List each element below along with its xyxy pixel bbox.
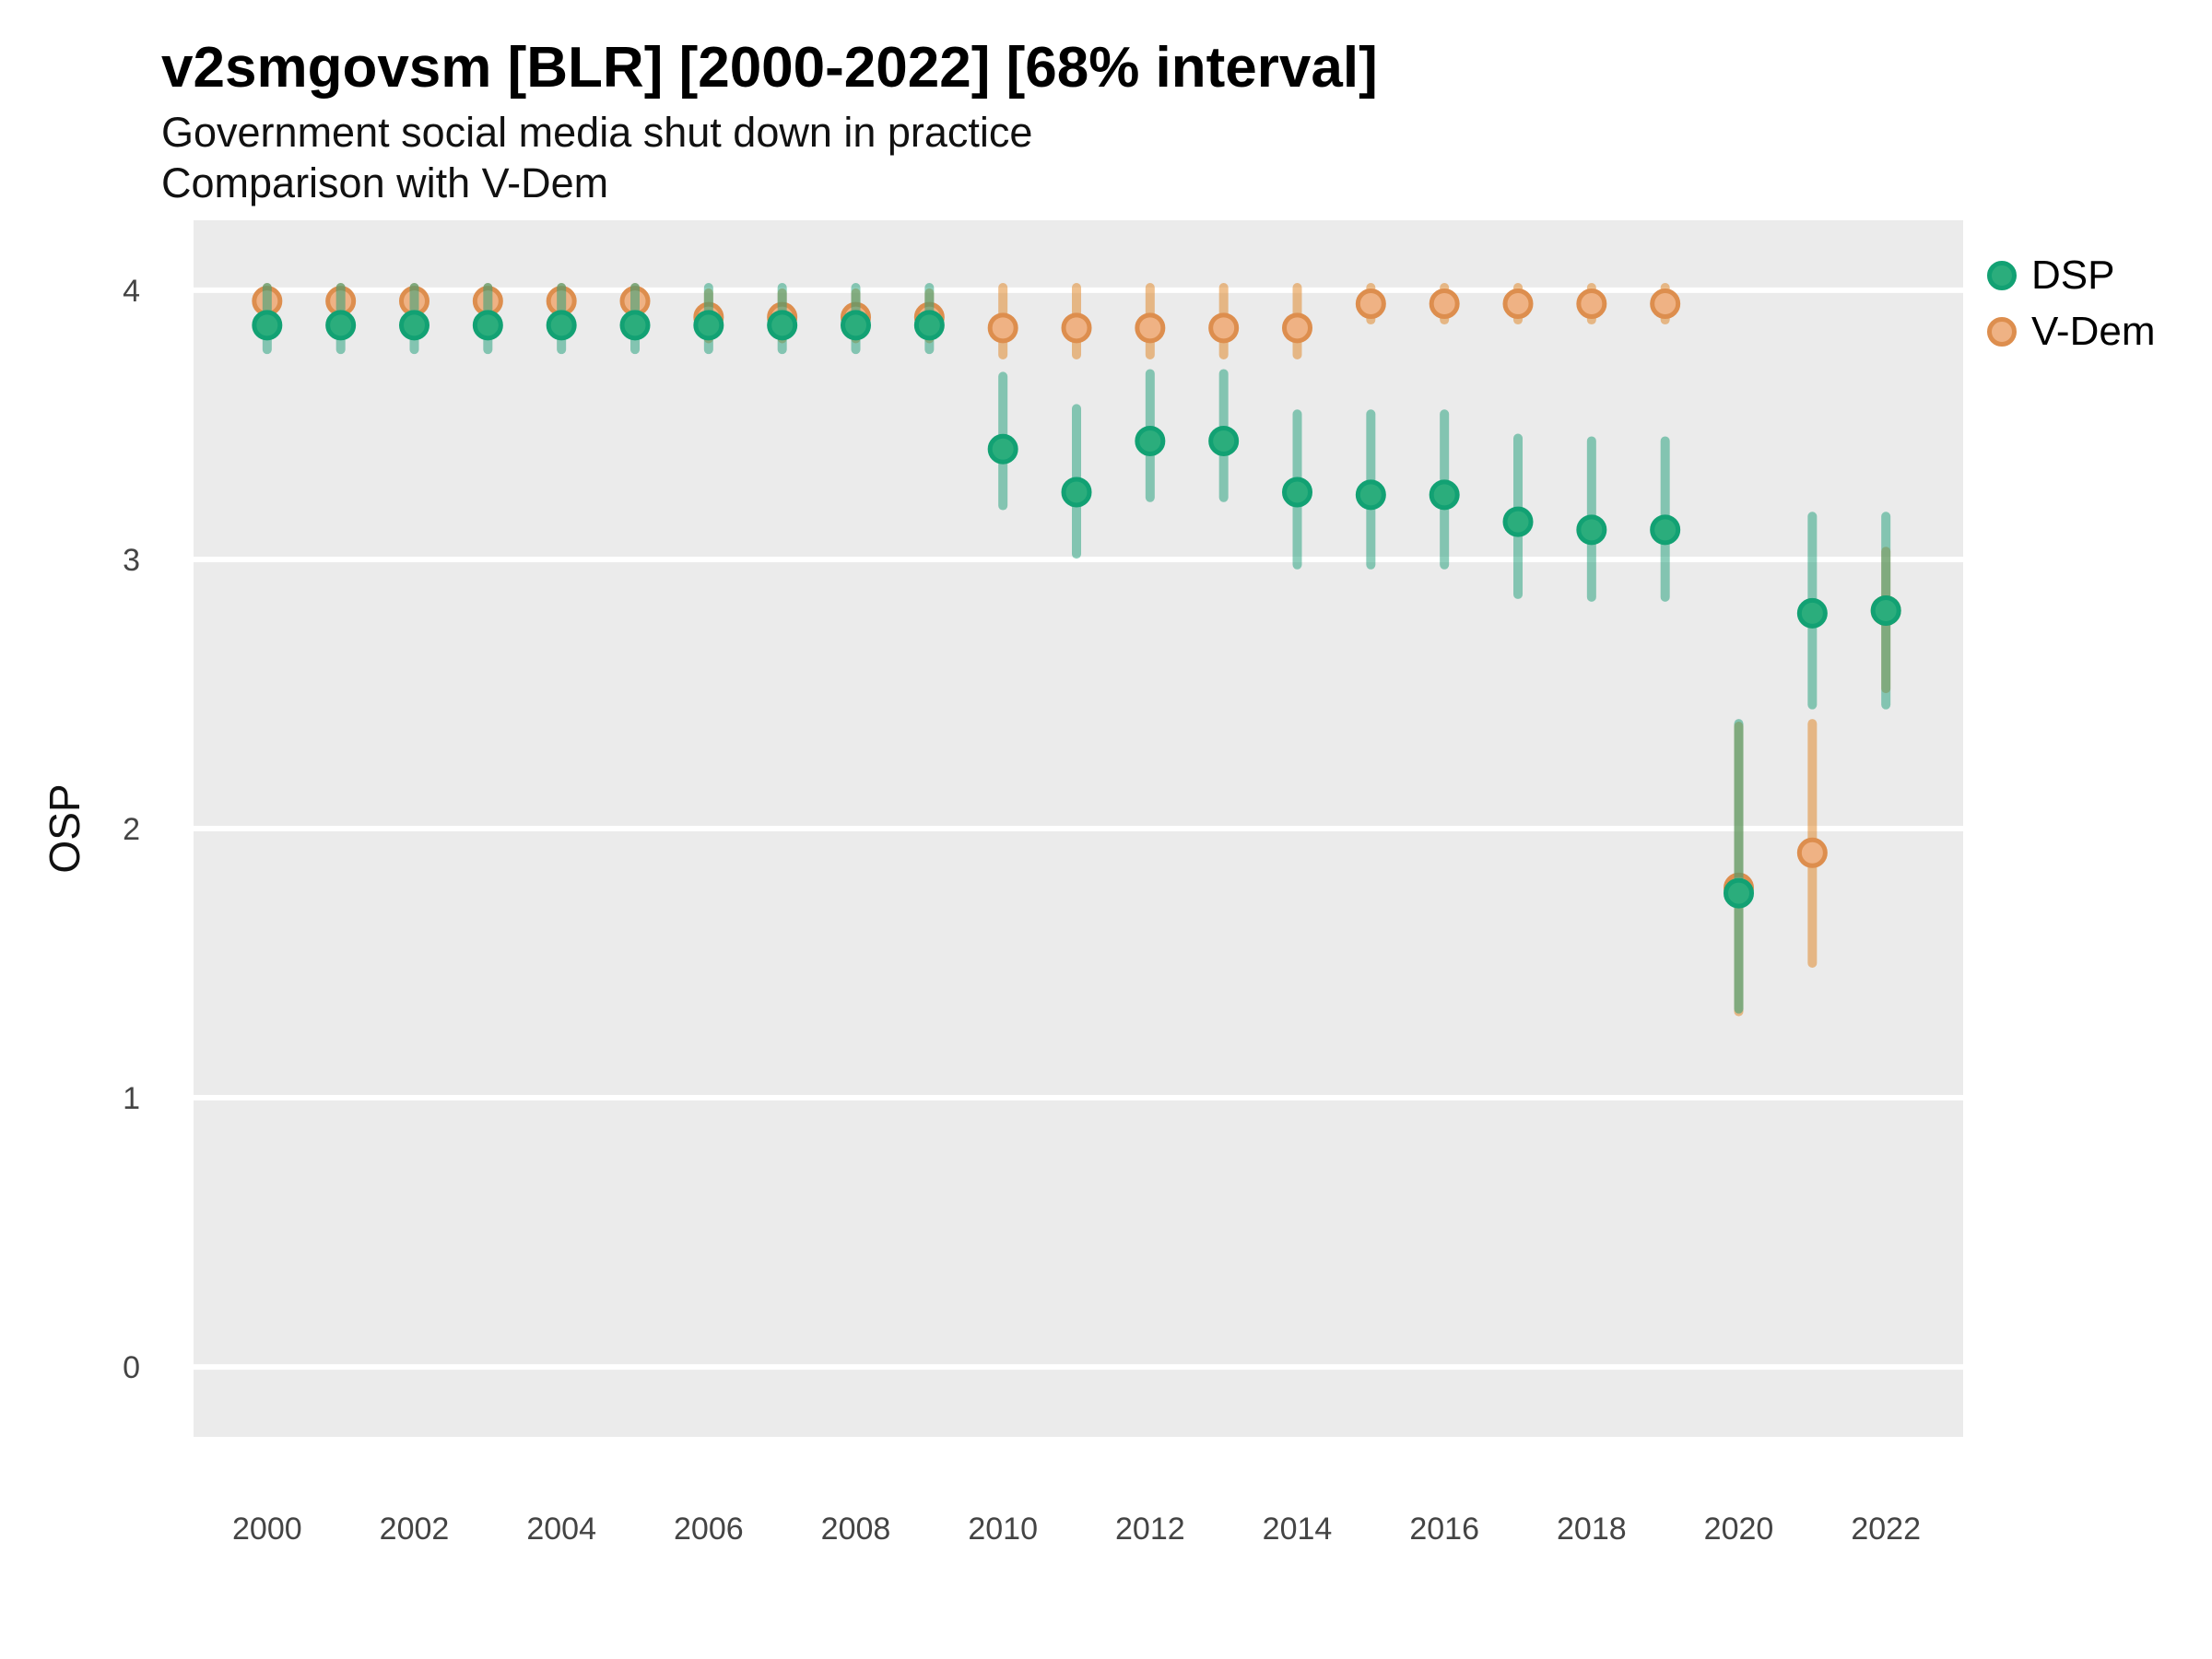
legend-item-vdem: V-Dem	[1987, 303, 2155, 359]
dsp-point-2000	[252, 310, 283, 341]
vdem-point-2021	[1796, 837, 1828, 868]
dsp-point-2019	[1650, 514, 1681, 546]
x-tick-label-2000: 2000	[232, 1512, 302, 1547]
vdem-point-2018	[1576, 288, 1607, 320]
x-tick-label-2020: 2020	[1704, 1512, 1774, 1547]
dsp-point-2001	[325, 310, 357, 341]
vdem-point-2017	[1502, 288, 1534, 320]
legend-label-dsp: DSP	[2031, 252, 2115, 298]
dsp-point-2007	[767, 310, 798, 341]
x-tick-label-2008: 2008	[821, 1512, 891, 1547]
y-tick-label-3: 3	[123, 543, 140, 578]
x-tick-label-2022: 2022	[1851, 1512, 1921, 1547]
vdem-point-2015	[1355, 288, 1386, 320]
chart-subtitle-line1: Government social media shut down in pra…	[161, 109, 1033, 156]
x-tick-label-2014: 2014	[1263, 1512, 1333, 1547]
dsp-point-2014	[1282, 477, 1313, 508]
vdem-point-2010	[987, 312, 1018, 344]
dsp-point-2002	[399, 310, 430, 341]
vdem-point-2019	[1650, 288, 1681, 320]
vdem-point-2012	[1135, 312, 1166, 344]
dsp-legend-marker-icon	[1987, 260, 2017, 290]
legend-item-dsp: DSP	[1987, 247, 2155, 303]
chart-title: v2smgovsm [BLR] [2000-2022] [68% interva…	[161, 36, 1378, 100]
vdem-legend-marker-icon	[1987, 316, 2017, 347]
x-tick-label-2006: 2006	[674, 1512, 744, 1547]
dsp-point-2021	[1796, 597, 1828, 629]
y-tick-label-0: 0	[123, 1350, 140, 1385]
vdem-point-2014	[1282, 312, 1313, 344]
dsp-point-2005	[619, 310, 651, 341]
dsp-point-2011	[1061, 477, 1092, 508]
vdem-point-2011	[1061, 312, 1092, 344]
dsp-point-2020	[1724, 877, 1755, 909]
x-tick-label-2018: 2018	[1557, 1512, 1627, 1547]
dsp-point-2009	[913, 310, 945, 341]
dsp-point-2003	[472, 310, 503, 341]
chart-subtitle-line2: Comparison with V-Dem	[161, 159, 609, 206]
x-tick-label-2004: 2004	[526, 1512, 596, 1547]
legend-label-vdem: V-Dem	[2031, 308, 2156, 354]
dsp-point-2016	[1429, 479, 1460, 511]
dsp-point-2022	[1870, 594, 1901, 626]
y-tick-label-2: 2	[123, 812, 140, 847]
x-tick-label-2016: 2016	[1409, 1512, 1479, 1547]
x-tick-label-2010: 2010	[968, 1512, 1038, 1547]
dsp-point-2017	[1502, 506, 1534, 537]
dsp-point-2008	[841, 310, 872, 341]
x-tick-label-2012: 2012	[1115, 1512, 1185, 1547]
dsp-point-2013	[1208, 425, 1240, 456]
dsp-point-2015	[1355, 479, 1386, 511]
legend: DSP V-Dem	[1987, 247, 2155, 359]
dsp-point-2004	[546, 310, 577, 341]
dsp-point-2010	[987, 433, 1018, 465]
vdem-point-2013	[1208, 312, 1240, 344]
x-tick-label-2002: 2002	[380, 1512, 450, 1547]
dsp-point-2012	[1135, 425, 1166, 456]
y-tick-label-4: 4	[123, 274, 140, 309]
dsp-point-2006	[693, 310, 724, 341]
vdem-point-2016	[1429, 288, 1460, 320]
dsp-point-2018	[1576, 514, 1607, 546]
y-tick-label-1: 1	[123, 1081, 140, 1116]
